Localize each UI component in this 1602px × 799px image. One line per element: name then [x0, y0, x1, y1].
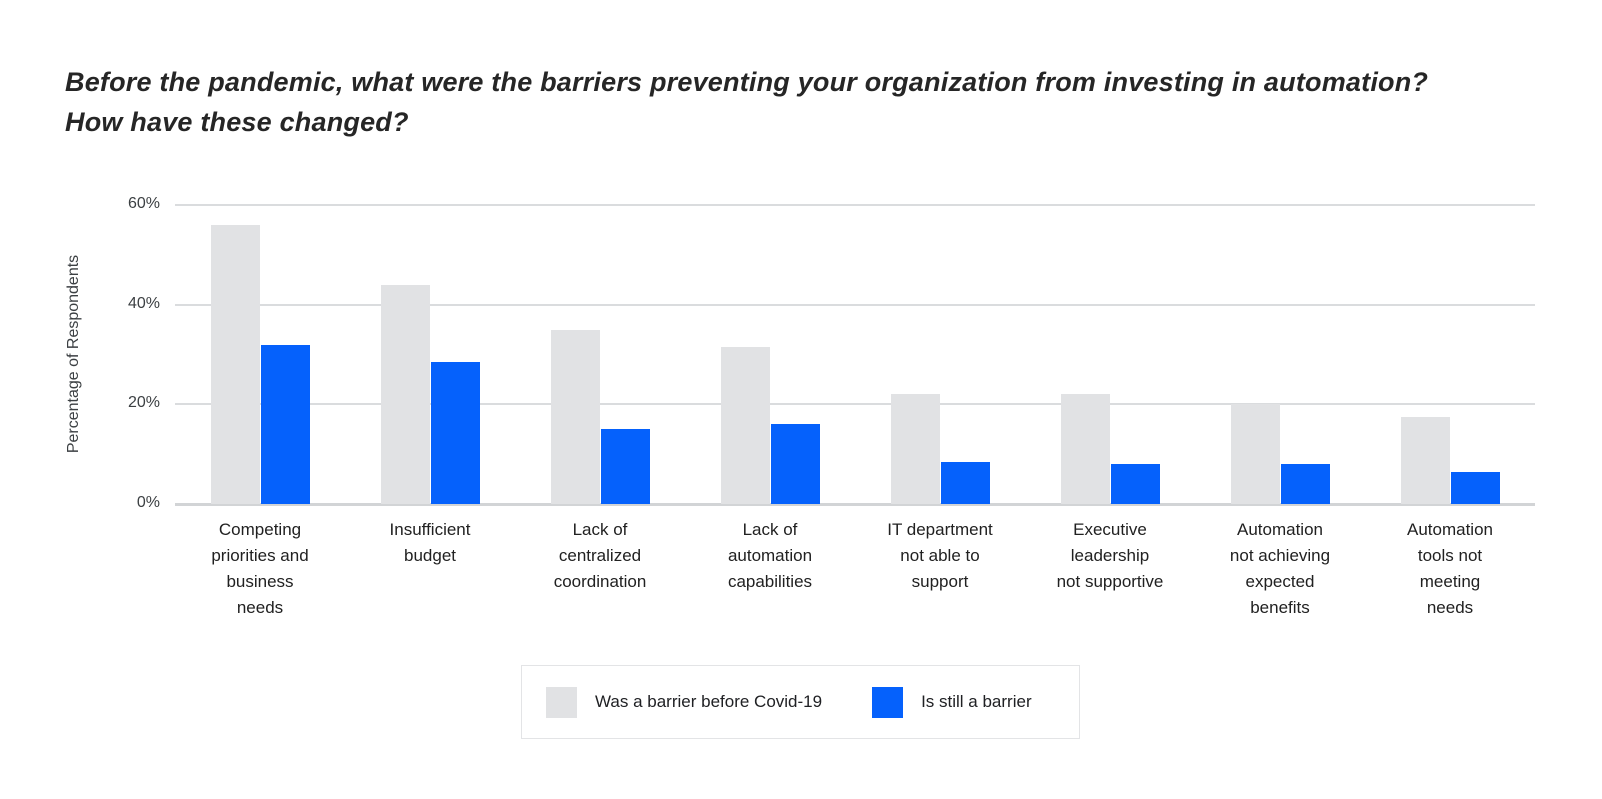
chart-title: Before the pandemic, what were the barri… — [65, 62, 1545, 142]
bar-still-6 — [1111, 464, 1160, 504]
x-label-line: meeting — [1419, 572, 1481, 591]
gridline-40 — [175, 303, 1535, 306]
bar-still-5 — [941, 462, 990, 504]
x-label-line: coordination — [553, 572, 647, 591]
bar-before-5 — [891, 394, 940, 504]
bar-still-4 — [771, 424, 820, 504]
x-label-line: Insufficient — [389, 520, 471, 539]
x-label-line: not achieving — [1229, 546, 1331, 565]
gridline-60 — [175, 204, 1535, 206]
x-label-line: benefits — [1250, 598, 1310, 617]
x-label-line: Lack of — [742, 520, 798, 539]
x-label-3: Lack of centralized coordination — [515, 517, 685, 595]
y-tick-label-60: 60% — [127, 195, 160, 212]
x-label-line: leadership — [1070, 546, 1150, 565]
x-label-line: capabilities — [727, 572, 813, 591]
y-axis-title: Percentage of Respondents — [65, 254, 82, 454]
bar-still-8 — [1451, 472, 1500, 504]
bar-before-2 — [381, 285, 430, 504]
x-label-6: Executive leadership not supportive — [1025, 517, 1195, 595]
bar-before-8 — [1401, 417, 1450, 504]
gridline-20 — [175, 403, 1535, 406]
bar-still-1 — [261, 345, 310, 504]
x-label-line: Lack of — [572, 520, 628, 539]
chart-title-line-2: How have these changed? — [65, 107, 409, 137]
legend-swatch-icon — [546, 686, 577, 718]
chart-title-line-1: Before the pandemic, what were the barri… — [65, 67, 1429, 97]
x-label-line: business — [226, 572, 294, 591]
legend: Was a barrier before Covid-19 Is still a … — [521, 665, 1080, 739]
legend-label: Was a barrier before Covid-19 — [595, 692, 823, 711]
x-label-line: tools not — [1417, 546, 1483, 565]
x-label-line: not supportive — [1056, 572, 1164, 591]
y-tick-label-40: 40% — [127, 294, 160, 312]
legend-swatch-icon — [872, 686, 904, 718]
x-label-line: Executive — [1073, 520, 1147, 539]
y-tick-label-20: 20% — [127, 394, 160, 412]
x-label-2: Insufficient budget — [345, 517, 515, 569]
x-label-line: expected — [1245, 572, 1315, 591]
x-label-5: IT department not able to support — [855, 517, 1025, 595]
legend-label: Is still a barrier — [921, 692, 1032, 711]
x-label-line: priorities and — [211, 546, 309, 565]
plot-area — [175, 204, 1535, 506]
x-label-line: support — [911, 572, 969, 591]
legend-item-still: Is still a barrier — [872, 686, 1032, 718]
x-label-line: Automation — [1237, 520, 1323, 539]
bar-still-7 — [1281, 464, 1330, 504]
x-label-line: centralized — [558, 546, 642, 565]
x-label-line: budget — [404, 546, 456, 565]
gridline-0 — [175, 503, 1535, 506]
x-label-8: Automation tools not meeting needs — [1365, 517, 1535, 621]
x-label-line: needs — [236, 598, 284, 617]
x-label-line: automation — [727, 546, 813, 565]
legend-item-before: Was a barrier before Covid-19 — [546, 686, 823, 718]
bar-before-4 — [721, 347, 770, 504]
y-tick-label-0: 0% — [136, 494, 160, 511]
bar-before-3 — [551, 330, 600, 504]
bar-before-1 — [211, 225, 260, 504]
x-axis-labels: Competing priorities and business needs Insu… — [175, 517, 1535, 637]
bar-still-3 — [601, 429, 650, 504]
x-label-4: Lack of automation capabilities — [685, 517, 855, 595]
bar-before-7 — [1231, 404, 1280, 504]
x-label-line: Automation — [1407, 520, 1493, 539]
x-label-line: IT department — [887, 520, 993, 539]
x-label-7: Automation not achieving expected benefits — [1195, 517, 1365, 621]
x-label-line: Competing — [218, 520, 302, 539]
bar-still-2 — [431, 362, 480, 504]
x-label-line: needs — [1426, 598, 1474, 617]
x-label-1: Competing priorities and business needs — [175, 517, 345, 621]
bar-before-6 — [1061, 394, 1110, 504]
x-label-line: not able to — [900, 546, 980, 565]
